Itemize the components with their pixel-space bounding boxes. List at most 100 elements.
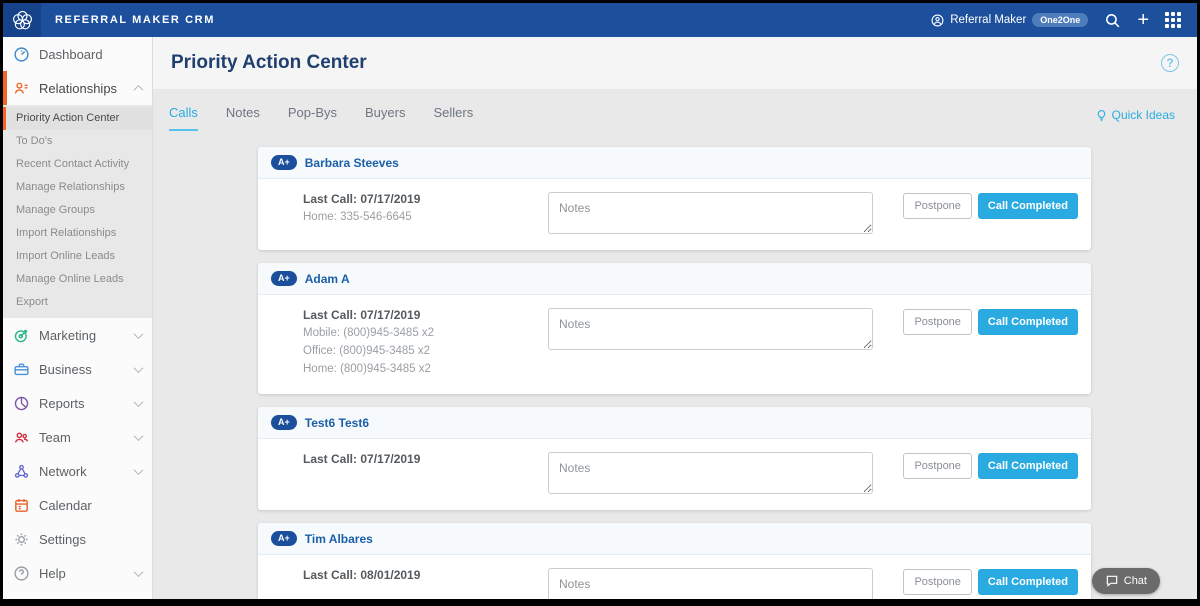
contact-icon (13, 80, 30, 97)
sidebar: Dashboard Relationships Priority Action … (3, 37, 153, 599)
contact-card-header: A+ Test6 Test6 (258, 407, 1091, 440)
sidebar-subitem-priority-action-center[interactable]: Priority Action Center (3, 107, 152, 130)
chevron-icon (133, 396, 144, 407)
gauge-icon (13, 46, 30, 63)
notes-input[interactable] (548, 308, 873, 350)
contact-card-list: A+ Barbara Steeves Last Call: 07/17/2019… (258, 147, 1091, 599)
quick-ideas-label: Quick Ideas (1111, 108, 1175, 122)
contact-card: A+ Test6 Test6 Last Call: 07/17/2019 Pos… (258, 407, 1091, 511)
tab-pop-bys[interactable]: Pop-Bys (287, 105, 338, 120)
phone-number: Home: 335-546-6645 (303, 211, 412, 223)
help-icon (13, 565, 30, 582)
rating-badge: A+ (271, 531, 297, 547)
team-icon (13, 429, 30, 446)
lightbulb-icon (1097, 109, 1105, 121)
phone-list: Home: 335-546-6645 (303, 209, 548, 227)
chat-bubble-icon (1106, 575, 1117, 587)
sidebar-subitem-import-relationships[interactable]: Import Relationships (16, 227, 117, 239)
contact-card: A+ Adam A Last Call: 07/17/2019 Mobile: … (258, 263, 1091, 395)
sidebar-item-reports[interactable]: Reports (3, 386, 152, 420)
sidebar-item-dashboard[interactable]: Dashboard (3, 37, 152, 71)
sidebar-subitem-export[interactable]: Export (16, 296, 48, 308)
notes-input[interactable] (548, 452, 873, 495)
chevron-icon (133, 566, 144, 577)
account-label: Referral Maker (950, 14, 1027, 26)
postpone-button[interactable]: Postpone (903, 569, 972, 596)
sidebar-item-business[interactable]: Business (3, 352, 152, 386)
briefcase-icon (13, 361, 30, 378)
top-navbar: REFERRAL MAKER CRM Referral Maker One2On… (3, 3, 1197, 37)
brand-title: REFERRAL MAKER CRM (55, 14, 215, 26)
contact-name-link[interactable]: Test6 Test6 (304, 415, 370, 430)
postpone-button[interactable]: Postpone (903, 193, 972, 219)
tab-sellers[interactable]: Sellers (433, 105, 474, 120)
tab-buyers[interactable]: Buyers (365, 105, 406, 120)
postpone-button[interactable]: Postpone (903, 309, 972, 335)
contact-name-link[interactable]: Tim Albares (304, 531, 373, 546)
sidebar-item-network[interactable]: Network (3, 454, 152, 488)
one2one-badge: One2One (1032, 13, 1089, 27)
sidebar-subitem-recent-contact-activity[interactable]: Recent Contact Activity (16, 158, 130, 170)
account-menu[interactable]: Referral Maker One2One (931, 13, 1089, 27)
last-call-text: Last Call: 07/17/2019 (303, 308, 421, 322)
contact-name-link[interactable]: Barbara Steeves (304, 155, 399, 170)
contact-card-header: A+ Tim Albares (258, 523, 1091, 556)
add-icon[interactable]: + (1137, 9, 1149, 31)
last-call-text: Last Call: 08/01/2019 (303, 568, 421, 583)
call-completed-button[interactable]: Call Completed (977, 569, 1078, 596)
notes-input[interactable] (548, 568, 873, 599)
user-circle-icon (931, 14, 944, 26)
search-icon[interactable] (1104, 12, 1121, 29)
postpone-button[interactable]: Postpone (903, 453, 972, 480)
chevron-icon (133, 362, 144, 373)
sidebar-item-calendar[interactable]: Calendar (3, 488, 152, 522)
rating-badge: A+ (271, 155, 297, 170)
main-content: Priority Action Center ? Calls Notes Pop-B… (153, 37, 1197, 599)
sidebar-item-relationships[interactable]: Relationships (3, 71, 152, 105)
pie-icon (13, 395, 30, 412)
sidebar-item-marketing[interactable]: Marketing (3, 318, 152, 352)
notes-input[interactable] (548, 192, 873, 234)
apps-grid-icon[interactable] (1165, 12, 1181, 28)
contact-card-header: A+ Adam A (258, 263, 1091, 295)
page-header: Priority Action Center ? (153, 37, 1197, 89)
sidebar-subitem-to-do-s[interactable]: To Do's (16, 135, 53, 147)
chat-label: Chat (1123, 575, 1147, 587)
rating-badge: A+ (271, 415, 297, 431)
tab-calls[interactable]: Calls (169, 105, 198, 131)
tab-notes[interactable]: Notes (225, 105, 260, 120)
chevron-icon (133, 430, 144, 441)
call-completed-button[interactable]: Call Completed (977, 309, 1078, 335)
sidebar-subitem-import-online-leads[interactable]: Import Online Leads (16, 250, 116, 262)
sidebar-item-help[interactable]: Help (3, 556, 152, 590)
help-icon[interactable]: ? (1161, 54, 1179, 72)
phone-number: Home: (800)945-3485 x2 (303, 362, 431, 375)
network-icon (13, 463, 30, 480)
contact-card-header: A+ Barbara Steeves (258, 147, 1091, 179)
sidebar-item-team[interactable]: Team (3, 420, 152, 454)
chat-button[interactable]: Chat (1091, 568, 1160, 594)
chevron-icon (133, 84, 144, 95)
sidebar-item-settings[interactable]: Settings (3, 522, 152, 556)
tab-bar: Calls Notes Pop-Bys Buyers Sellers Quick Ide… (153, 89, 1197, 131)
last-call-text: Last Call: 07/17/2019 (303, 192, 421, 206)
contact-card: A+ Tim Albares Last Call: 08/01/2019 Pos… (258, 523, 1091, 599)
sidebar-subitem-manage-groups[interactable]: Manage Groups (16, 204, 95, 216)
sidebar-subitem-manage-relationships[interactable]: Manage Relationships (16, 181, 125, 193)
chevron-icon (133, 328, 144, 339)
gear-icon (13, 531, 30, 548)
contact-name-link[interactable]: Adam A (304, 271, 350, 286)
quick-ideas-link[interactable]: Quick Ideas (1095, 108, 1175, 131)
app-logo[interactable] (3, 3, 41, 37)
contact-card: A+ Barbara Steeves Last Call: 07/17/2019… (258, 147, 1091, 250)
chevron-icon (133, 464, 144, 475)
phone-list: Mobile: (800)945-3485 x2 Office: (800)945… (303, 325, 548, 378)
last-call-text: Last Call: 07/17/2019 (303, 452, 421, 467)
call-completed-button[interactable]: Call Completed (977, 193, 1078, 219)
flower-logo-icon (12, 10, 32, 29)
sidebar-subitem-manage-online-leads[interactable]: Manage Online Leads (16, 273, 124, 285)
call-completed-button[interactable]: Call Completed (977, 453, 1078, 480)
calendar-icon (13, 497, 30, 514)
rating-badge: A+ (271, 271, 297, 286)
